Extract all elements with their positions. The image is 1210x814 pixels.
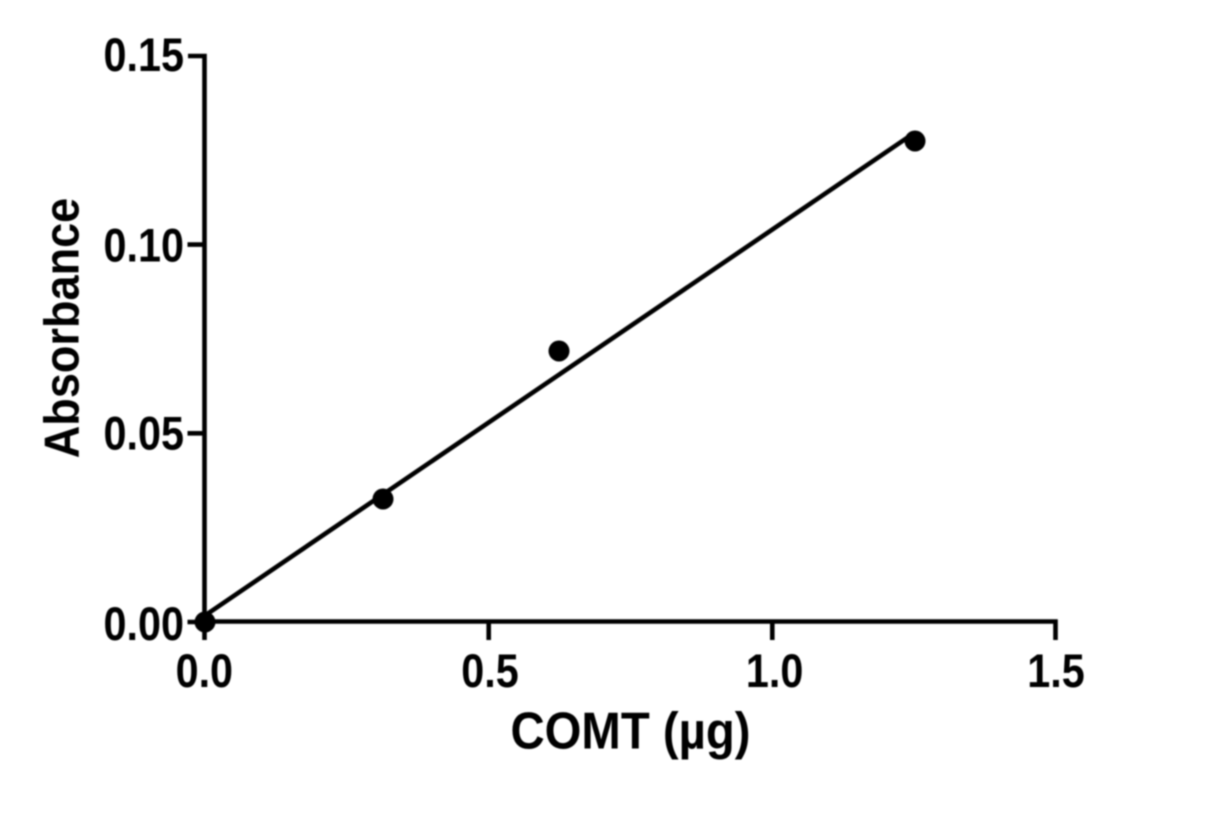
svg-text:0.0: 0.0 bbox=[176, 646, 233, 698]
svg-text:0.15: 0.15 bbox=[104, 30, 184, 82]
svg-text:0.00: 0.00 bbox=[104, 599, 184, 651]
svg-text:1.5: 1.5 bbox=[1027, 646, 1084, 698]
svg-text:0.5: 0.5 bbox=[461, 646, 518, 698]
svg-text:Absorbance: Absorbance bbox=[34, 198, 89, 459]
svg-text:COMT (µg): COMT (µg) bbox=[510, 701, 750, 760]
svg-text:1.0: 1.0 bbox=[746, 646, 803, 698]
svg-text:0.10: 0.10 bbox=[104, 220, 184, 272]
svg-text:0.05: 0.05 bbox=[104, 408, 184, 460]
